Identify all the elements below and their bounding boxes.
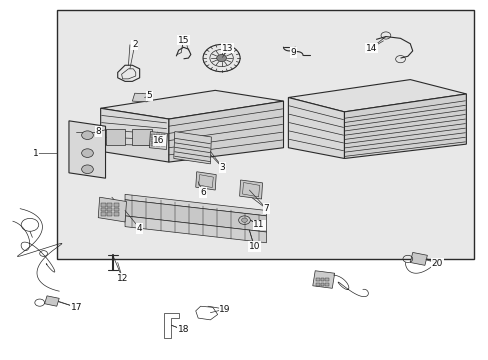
FancyBboxPatch shape (114, 208, 119, 211)
Text: 12: 12 (117, 274, 128, 283)
Polygon shape (125, 200, 266, 232)
Polygon shape (125, 194, 266, 216)
Polygon shape (344, 94, 466, 158)
FancyBboxPatch shape (107, 212, 112, 216)
FancyBboxPatch shape (156, 143, 160, 146)
Polygon shape (168, 101, 283, 162)
Text: 4: 4 (137, 224, 142, 233)
Text: 3: 3 (219, 163, 225, 172)
FancyBboxPatch shape (325, 278, 329, 281)
FancyBboxPatch shape (57, 10, 473, 259)
FancyBboxPatch shape (101, 203, 106, 207)
FancyBboxPatch shape (315, 283, 319, 286)
Text: 9: 9 (290, 48, 296, 57)
Polygon shape (44, 296, 59, 306)
FancyBboxPatch shape (156, 134, 160, 138)
Polygon shape (101, 108, 168, 162)
Text: 7: 7 (263, 204, 269, 213)
Polygon shape (125, 216, 266, 243)
Text: 13: 13 (221, 44, 233, 53)
FancyBboxPatch shape (132, 129, 152, 145)
Polygon shape (288, 80, 466, 112)
Polygon shape (132, 93, 149, 102)
FancyBboxPatch shape (114, 212, 119, 216)
Text: 16: 16 (153, 136, 164, 145)
Polygon shape (98, 197, 126, 222)
FancyBboxPatch shape (325, 283, 329, 286)
Circle shape (81, 149, 93, 157)
Text: 18: 18 (178, 325, 189, 334)
Text: 8: 8 (95, 127, 101, 136)
Polygon shape (173, 132, 211, 164)
Text: 17: 17 (70, 303, 82, 312)
Polygon shape (101, 90, 283, 119)
FancyBboxPatch shape (151, 134, 155, 138)
Text: 10: 10 (248, 242, 260, 251)
Circle shape (81, 131, 93, 139)
Text: 14: 14 (365, 44, 376, 53)
FancyBboxPatch shape (161, 139, 164, 142)
FancyBboxPatch shape (114, 203, 119, 207)
Text: 20: 20 (430, 259, 442, 268)
FancyBboxPatch shape (151, 143, 155, 146)
FancyBboxPatch shape (101, 208, 106, 211)
Circle shape (81, 165, 93, 174)
FancyBboxPatch shape (320, 283, 324, 286)
FancyBboxPatch shape (107, 208, 112, 211)
Text: 11: 11 (253, 220, 264, 229)
FancyBboxPatch shape (315, 278, 319, 281)
FancyBboxPatch shape (161, 143, 164, 146)
Text: 19: 19 (219, 305, 230, 314)
Text: 15: 15 (178, 36, 189, 45)
Circle shape (241, 218, 247, 222)
FancyBboxPatch shape (320, 278, 324, 281)
Text: 2: 2 (132, 40, 137, 49)
Text: 1: 1 (33, 149, 39, 158)
Polygon shape (69, 121, 105, 178)
FancyBboxPatch shape (161, 134, 164, 138)
Polygon shape (312, 271, 334, 288)
Circle shape (216, 54, 226, 62)
Text: 5: 5 (146, 91, 152, 100)
Polygon shape (239, 180, 262, 199)
Polygon shape (195, 172, 216, 190)
Polygon shape (149, 132, 167, 149)
Polygon shape (409, 252, 427, 265)
Polygon shape (288, 98, 344, 158)
FancyBboxPatch shape (101, 212, 106, 216)
Text: 6: 6 (200, 188, 205, 197)
FancyBboxPatch shape (151, 139, 155, 142)
FancyBboxPatch shape (107, 203, 112, 207)
FancyBboxPatch shape (105, 129, 125, 145)
FancyBboxPatch shape (156, 139, 160, 142)
